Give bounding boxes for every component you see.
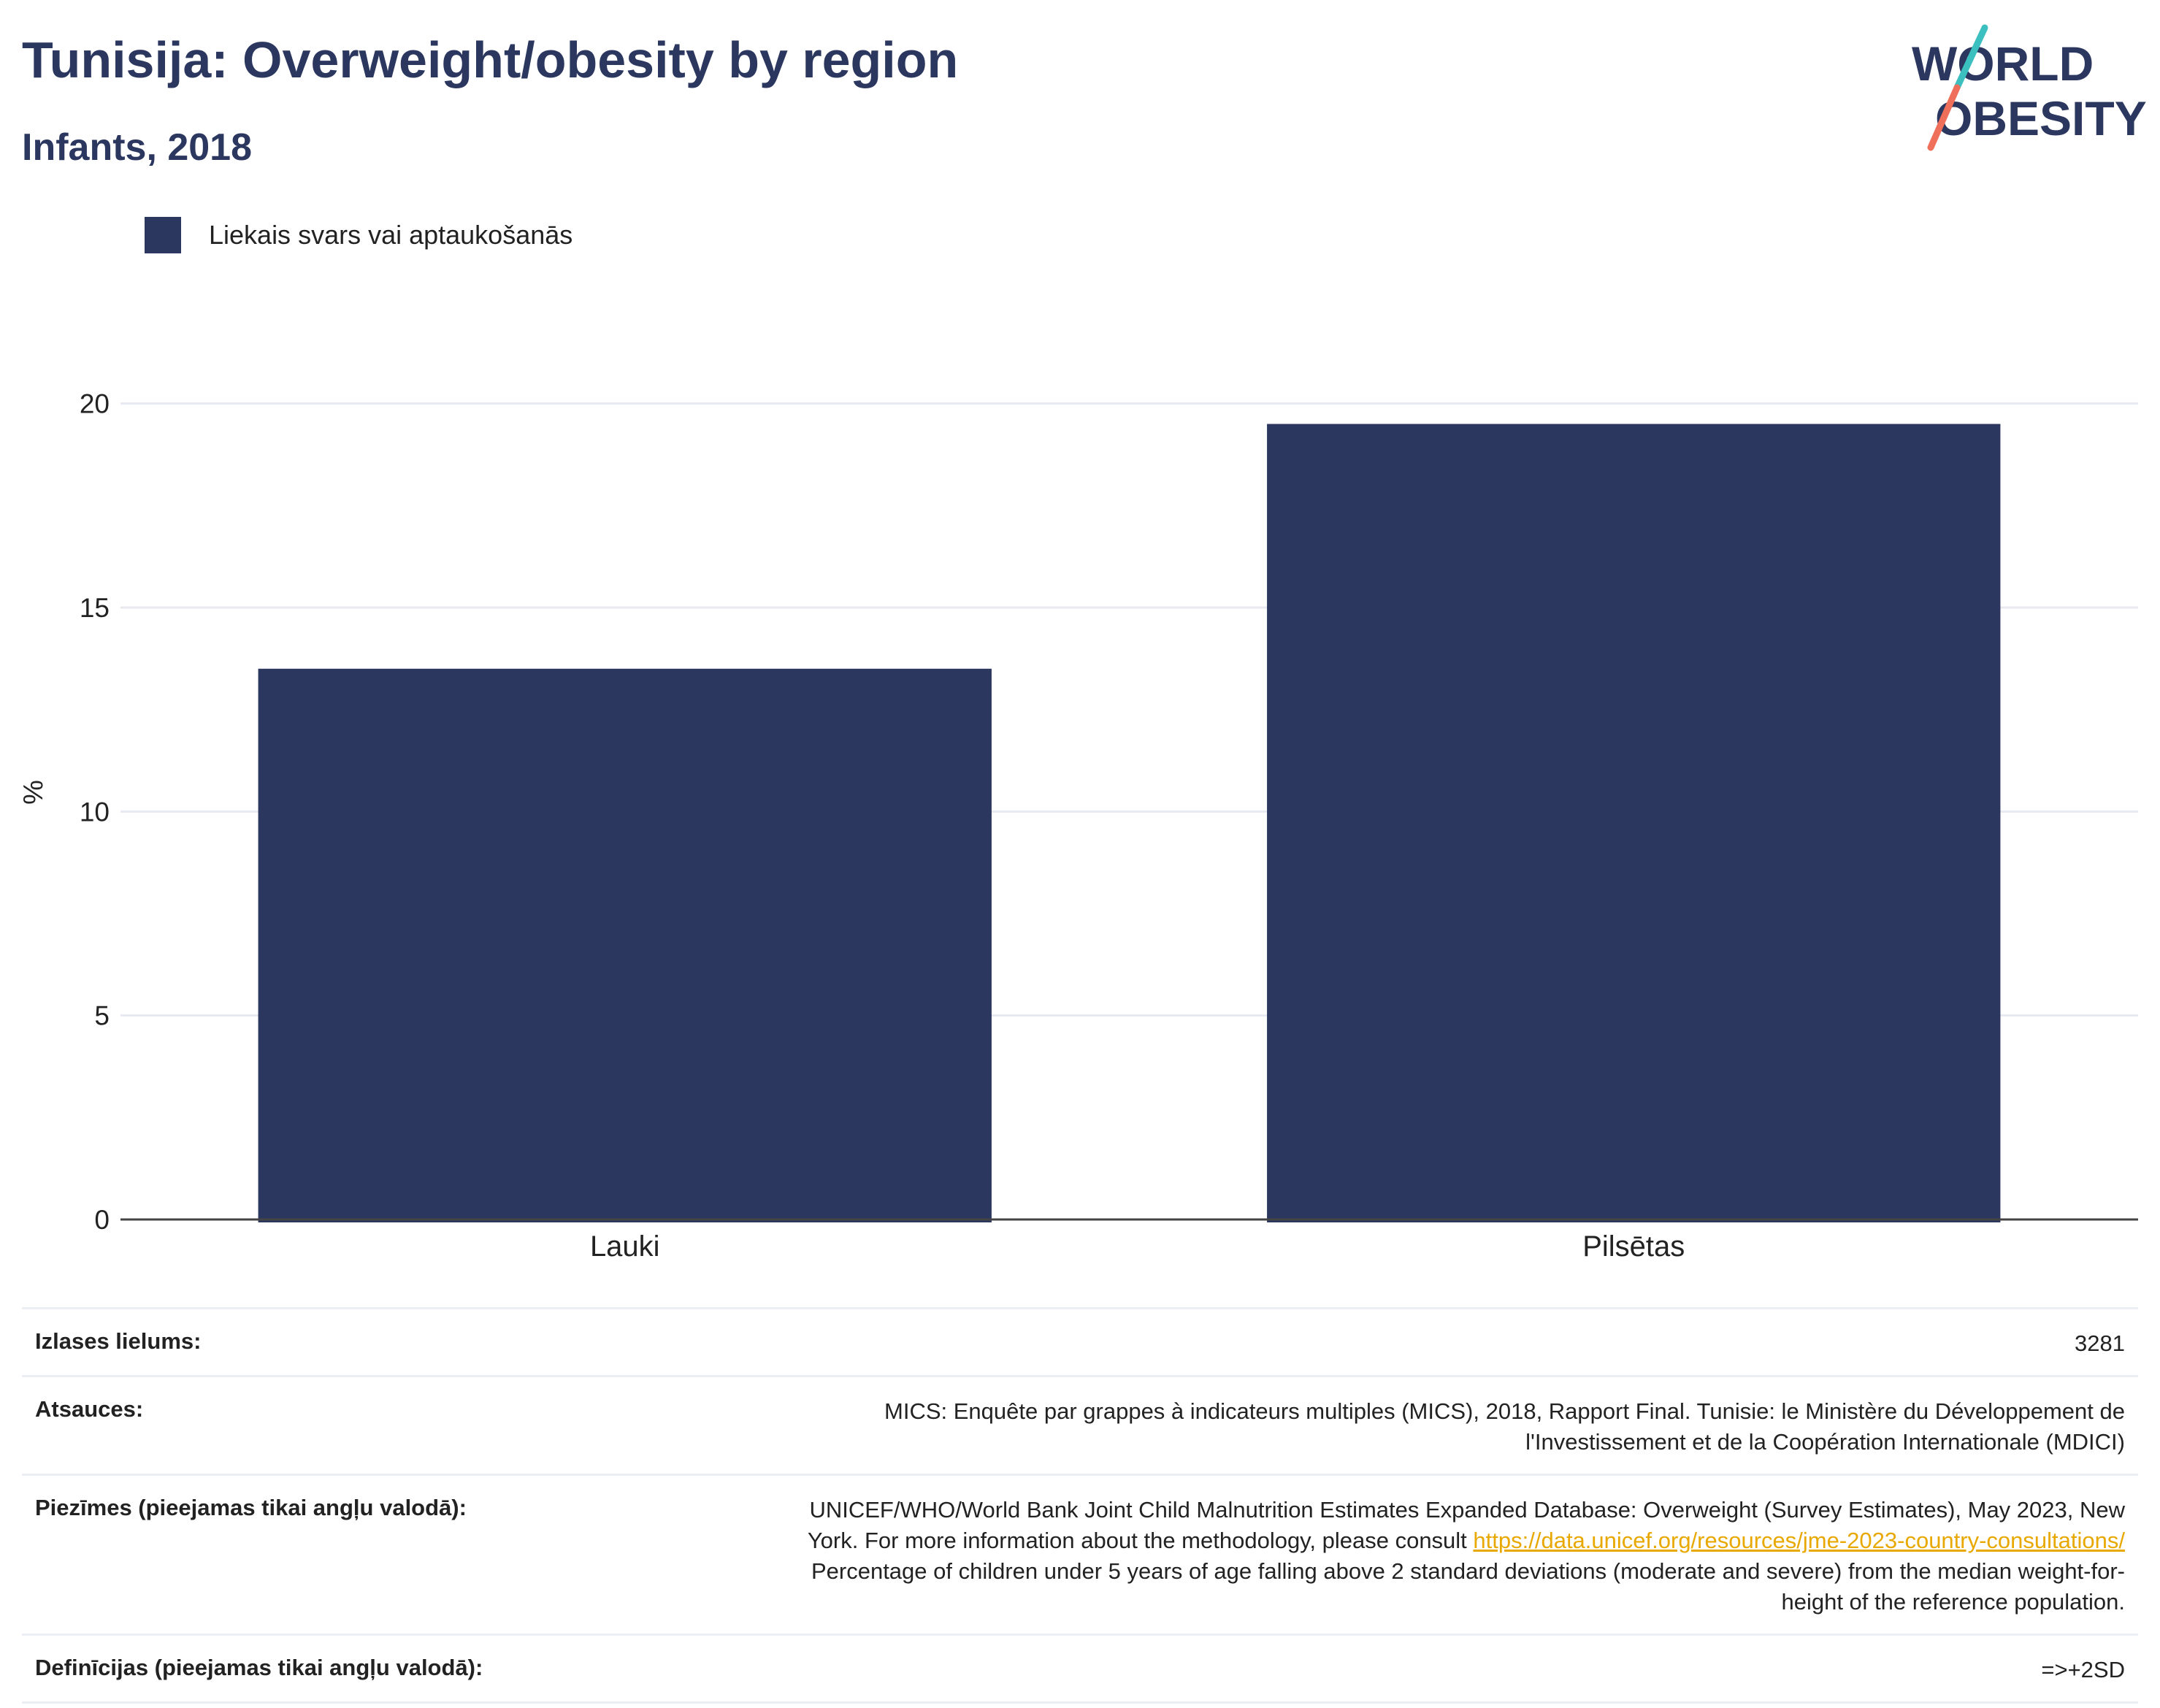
sample-size-value: 3281 xyxy=(2075,1330,2125,1356)
bar-chart: 0 5 10 15 20 Lauki Pilsētas % xyxy=(18,389,2138,1263)
chart-subtitle: Infants, 2018 xyxy=(22,126,253,169)
definitions-value: =>+2SD xyxy=(2041,1657,2125,1682)
notes-line2: York. For more information about the met… xyxy=(807,1528,1474,1553)
world-obesity-logo: WORLD OBESITY xyxy=(1912,24,2147,151)
logo-slash-teal-icon xyxy=(1953,24,1988,91)
methodology-link[interactable]: https://data.unicef.org/resources/jme-20… xyxy=(1473,1528,2125,1553)
y-tick-label: 0 xyxy=(94,1205,110,1235)
notes-label: Piezīmes (pieejamas tikai angļu valodā): xyxy=(35,1495,467,1520)
x-tick-label: Pilsētas xyxy=(1582,1230,1685,1263)
info-row-sources: Atsauces: MICS: Enquête par grappes à in… xyxy=(22,1375,2138,1474)
notes-line4: height of the reference population. xyxy=(1781,1589,2125,1615)
sources-line2: l'Investissement et de la Coopération In… xyxy=(1525,1429,2125,1455)
bar-pilsētas xyxy=(1267,424,2001,1222)
info-row-definitions: Definīcijas (pieejamas tikai angļu valod… xyxy=(22,1634,2138,1704)
notes-line3: Percentage of children under 5 years of … xyxy=(811,1558,2125,1584)
bars xyxy=(258,424,2001,1222)
axes: 0 5 10 15 20 Lauki Pilsētas xyxy=(80,389,2138,1263)
y-tick-label: 10 xyxy=(80,797,110,827)
info-row-notes: Piezīmes (pieejamas tikai angļu valodā):… xyxy=(22,1474,2138,1634)
logo-line1: WORLD xyxy=(1912,37,2094,91)
y-tick-label: 5 xyxy=(94,1001,110,1031)
sample-size-label: Izlases lielums: xyxy=(35,1328,202,1354)
info-row-sample-size: Izlases lielums: 3281 xyxy=(22,1307,2138,1375)
info-table: Izlases lielums: 3281 Atsauces: MICS: En… xyxy=(22,1307,2138,1704)
chart-title: Tunisija: Overweight/obesity by region xyxy=(22,31,959,88)
legend-label: Liekais svars vai aptaukošanās xyxy=(209,220,573,250)
notes-value: UNICEF/WHO/World Bank Joint Child Malnut… xyxy=(510,1495,2125,1617)
sources-line1: MICS: Enquête par grappes à indicateurs … xyxy=(884,1398,2125,1424)
sources-label: Atsauces: xyxy=(35,1396,144,1422)
definitions-label: Definīcijas (pieejamas tikai angļu valod… xyxy=(35,1655,483,1680)
x-tick-label: Lauki xyxy=(590,1230,660,1263)
logo-line2: OBESITY xyxy=(1935,91,2147,145)
y-axis-label: % xyxy=(18,780,49,805)
bar-lauki xyxy=(258,668,992,1222)
y-tick-label: 20 xyxy=(80,389,110,419)
y-tick-label: 15 xyxy=(80,593,110,623)
legend: Liekais svars vai aptaukošanās xyxy=(145,216,572,254)
logo-slash-coral-icon xyxy=(1927,84,1961,151)
legend-swatch xyxy=(145,217,181,253)
notes-line1: UNICEF/WHO/World Bank Joint Child Malnut… xyxy=(809,1497,2125,1523)
sources-value: MICS: Enquête par grappes à indicateurs … xyxy=(187,1396,2125,1458)
